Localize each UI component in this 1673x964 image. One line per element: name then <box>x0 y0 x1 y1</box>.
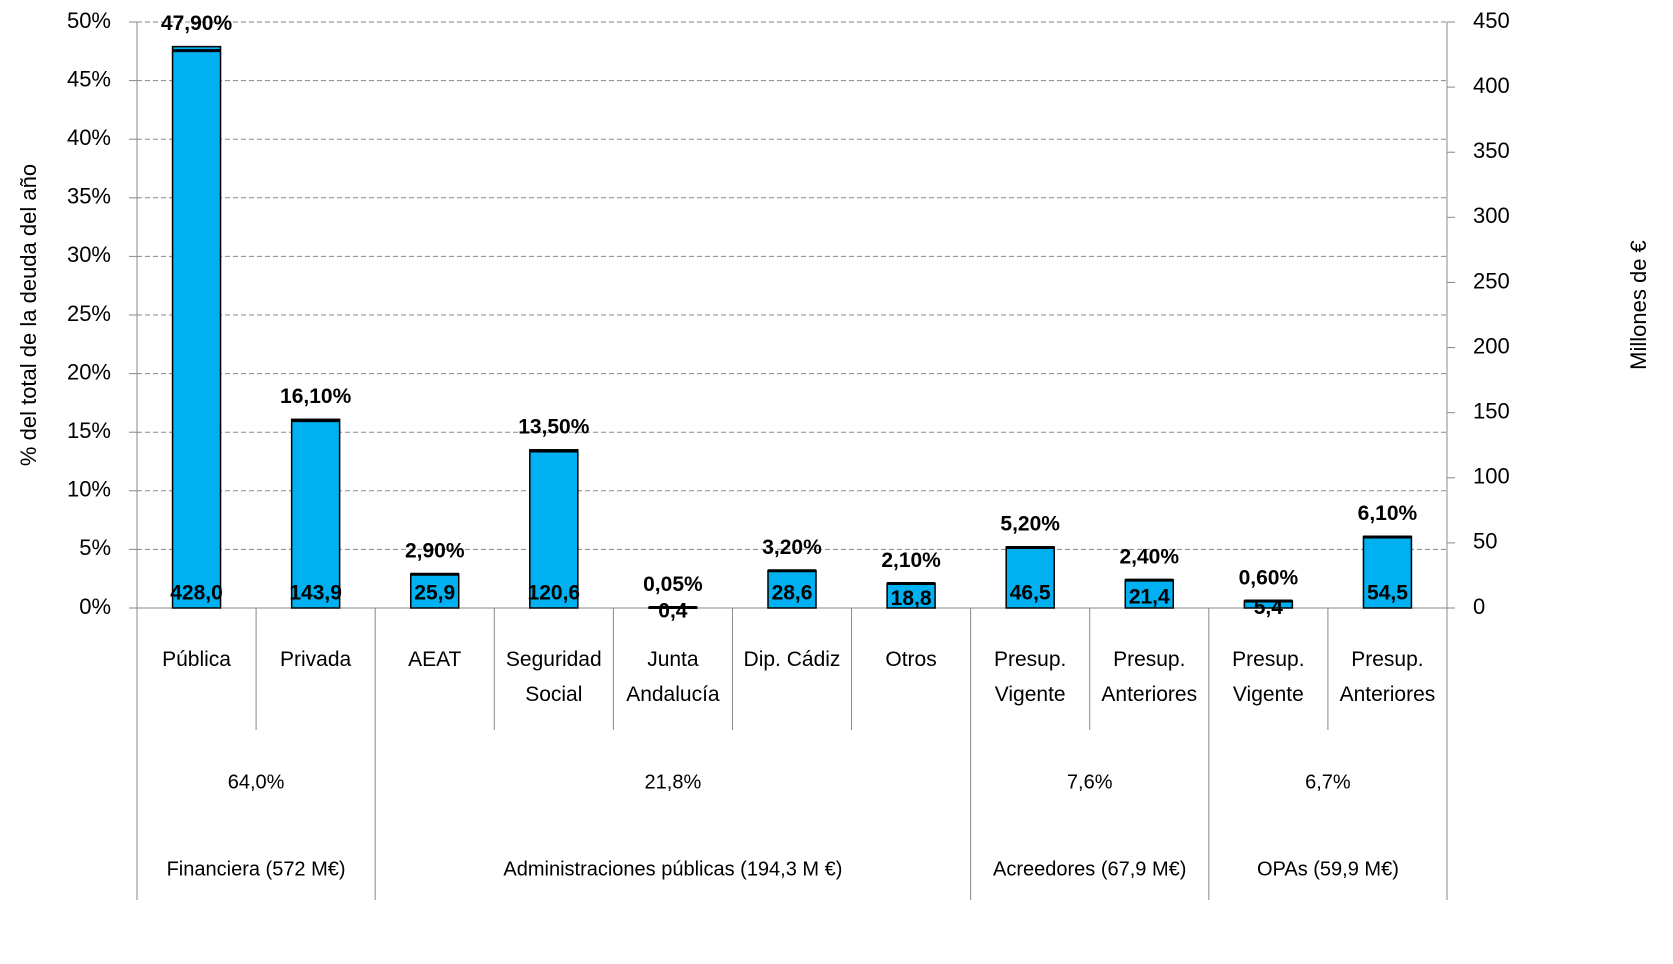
category-label: Pública <box>162 648 231 671</box>
category-label: Otros <box>885 648 937 671</box>
y-tick-label: 10% <box>67 477 111 502</box>
y-tick-label: 25% <box>67 301 111 326</box>
amount-label: 54,5 <box>1367 582 1408 605</box>
bar-label: 6,10% <box>1358 502 1418 525</box>
y2-tick-label: 400 <box>1473 73 1510 98</box>
y-tick-label: 30% <box>67 242 111 267</box>
y2-tick-label: 150 <box>1473 398 1510 423</box>
amount-label: 428,0 <box>170 582 223 605</box>
y2-tick-label: 300 <box>1473 203 1510 228</box>
bar <box>1124 579 1175 609</box>
y2-tick-label: 50 <box>1473 529 1497 554</box>
y-tick-label: 5% <box>79 535 111 560</box>
y2-tick-label: 450 <box>1473 8 1510 33</box>
amount-label: 21,4 <box>1129 586 1170 609</box>
y2-tick-label: 200 <box>1473 333 1510 358</box>
bar-label: 2,10% <box>881 549 941 572</box>
category-label: Junta Andalucía <box>626 648 720 706</box>
bar-label: 2,40% <box>1119 545 1179 568</box>
group-name: Financiera (572 M€) <box>167 858 346 880</box>
bar <box>171 45 222 609</box>
category-label: Presup. Anteriores <box>1101 648 1198 706</box>
y-tick-label: 45% <box>67 66 111 91</box>
y2-tick-label: 350 <box>1473 138 1510 163</box>
bar-label: 5,20% <box>1000 513 1060 536</box>
category-label: Dip. Cádiz <box>743 648 841 671</box>
category-label: Presup. Anteriores <box>1339 648 1436 706</box>
amount-label: 120,6 <box>528 582 581 605</box>
group-share: 64,0% <box>228 771 285 793</box>
category-label: Seguridad Social <box>505 648 602 706</box>
amount-label: 46,5 <box>1010 582 1051 605</box>
category-label: Presup. Vigente <box>993 648 1067 706</box>
amount-label: 143,9 <box>289 582 342 605</box>
amount-label: 5,4 <box>1254 596 1284 619</box>
group-share: 6,7% <box>1305 771 1351 793</box>
bar <box>1005 546 1055 609</box>
y-axis-label: % del total de la deuda del año <box>16 164 41 466</box>
group-name: Administraciones públicas (194,3 M €) <box>503 858 842 880</box>
category-label: Presup. Vigente <box>1232 648 1305 706</box>
amount-label: 25,9 <box>414 582 455 605</box>
bar-label: 16,10% <box>280 385 352 408</box>
bar <box>409 573 460 609</box>
category-label: AEAT <box>408 648 462 671</box>
y2-tick-label: 100 <box>1473 464 1510 489</box>
bar-label: 0,60% <box>1239 567 1299 590</box>
bar-label: 3,20% <box>762 536 822 559</box>
amount-label: 28,6 <box>772 582 813 605</box>
y-tick-label: 20% <box>67 359 111 384</box>
y-tick-label: 50% <box>67 8 111 33</box>
bar-label: 47,90% <box>161 12 233 35</box>
bar <box>1362 535 1413 609</box>
bar <box>290 418 341 609</box>
group-share: 21,8% <box>645 771 702 793</box>
amount-label: 18,8 <box>891 587 932 610</box>
category-label: Privada <box>280 648 352 671</box>
bar-label: 0,05% <box>643 573 703 596</box>
y2-axis-label: Millones de € <box>1626 240 1651 370</box>
y-tick-label: 15% <box>67 418 111 443</box>
y-tick-label: 40% <box>67 125 111 150</box>
bar-label: 2,90% <box>405 540 465 563</box>
y-tick-label: 0% <box>79 594 111 619</box>
bar-label: 13,50% <box>518 415 590 438</box>
group-share: 7,6% <box>1067 771 1113 793</box>
group-name: OPAs (59,9 M€) <box>1257 858 1399 880</box>
amount-label: 0,4 <box>658 599 688 622</box>
y2-tick-label: 250 <box>1473 268 1510 293</box>
bar <box>767 569 817 609</box>
y-tick-label: 35% <box>67 184 111 209</box>
group-name: Acreedores (67,9 M€) <box>993 858 1186 880</box>
y2-tick-label: 0 <box>1473 594 1485 619</box>
